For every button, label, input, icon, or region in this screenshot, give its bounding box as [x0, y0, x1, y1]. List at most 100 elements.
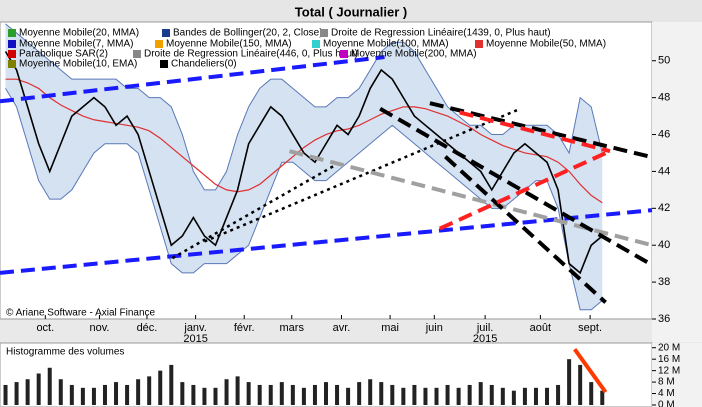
- volume-bar: [390, 384, 395, 405]
- volume-bar: [268, 384, 273, 405]
- volume-bar: [158, 370, 163, 405]
- x-tick-label: août: [530, 322, 551, 334]
- volume-bar: [102, 384, 107, 405]
- volume-bar: [434, 387, 439, 405]
- volume-bar: [324, 382, 328, 405]
- legend-label: Moyenne Mobile(20, MMA): [19, 28, 139, 39]
- legend-swatch: [162, 29, 170, 37]
- x-tick-label: sept.: [578, 322, 602, 334]
- volume-bar: [522, 387, 527, 405]
- legend-swatch: [340, 50, 348, 58]
- trend-line: [171, 161, 341, 260]
- volume-bar: [3, 384, 8, 405]
- y-tick-label: 50: [658, 55, 670, 67]
- trend-line: [438, 149, 611, 231]
- bollinger-fill: [5, 23, 603, 310]
- legend-label: Moyenne Mobile(200, MMA): [351, 49, 477, 60]
- volume-bar: [191, 384, 196, 405]
- legend-swatch: [8, 60, 16, 68]
- volume-bar: [578, 364, 583, 405]
- volume-bar: [180, 382, 185, 405]
- volume-bar: [235, 376, 240, 405]
- volume-bar: [478, 382, 483, 405]
- legend-swatch: [475, 40, 483, 48]
- volume-bar: [533, 387, 538, 405]
- volume-bar: [346, 387, 351, 405]
- y-tick-label: 16 M: [658, 354, 680, 365]
- volume-bar: [556, 384, 561, 405]
- year-label: 2015: [473, 333, 497, 345]
- volume-bar: [202, 387, 207, 405]
- plot-layer: 36 38 40 42 44 46 48 50 oct. nov. déc. janv. févr. ma…: [0, 23, 680, 407]
- volume-bar: [136, 379, 141, 405]
- x-tick-label: févr.: [234, 322, 255, 334]
- legend-label: Moyenne Mobile(7, MMA): [19, 39, 133, 50]
- volume-bar: [423, 387, 428, 405]
- legend-swatch: [8, 29, 16, 37]
- x-tick-label: mars: [280, 322, 305, 334]
- trend-line: [379, 106, 651, 266]
- legend-label: Moyenne Mobile(10, EMA): [19, 59, 137, 70]
- legend-swatch: [8, 50, 16, 58]
- volume-bar: [312, 384, 317, 405]
- x-tick-label: mai: [381, 322, 399, 334]
- volume-bar: [169, 364, 174, 405]
- volume-bar: [301, 387, 306, 405]
- y-tick-label: 42: [658, 202, 670, 214]
- x-tick-label: nov.: [89, 322, 109, 334]
- legend-label: Droite de Regression Linéaire(1439, 0, P…: [331, 28, 551, 39]
- legend-label: Moyenne Mobile(100, MMA): [323, 39, 449, 50]
- legend-label: Moyenne Mobile(50, MMA): [486, 39, 606, 50]
- volume-bar: [147, 376, 152, 405]
- trend-line: [573, 347, 608, 394]
- legend-label: Chandeliers(0): [171, 59, 237, 70]
- y-tick-label: 40: [658, 239, 670, 251]
- trend-line: [429, 101, 651, 159]
- legend-label: Moyenne Mobile(150, MMA): [166, 39, 292, 50]
- x-tick-label: janv.: [183, 322, 206, 334]
- volume-bar: [224, 379, 229, 405]
- legend-label: Bandes de Bollinger(20, 2, Close): [173, 28, 323, 39]
- volume-bar: [58, 379, 63, 405]
- legend-swatch: [155, 40, 163, 48]
- volume-bar: [357, 382, 362, 405]
- trend-line: [459, 110, 611, 154]
- year-label: 2015: [183, 333, 207, 345]
- legend-swatch: [312, 40, 320, 48]
- volume-bar: [600, 390, 605, 405]
- legend-swatch: [133, 50, 141, 58]
- trend-line: [203, 107, 521, 243]
- volume-bar: [25, 379, 30, 405]
- volume-bar: [257, 384, 262, 405]
- volume-bar: [467, 384, 472, 405]
- title-bar: [0, 0, 702, 22]
- volume-bar: [125, 384, 130, 405]
- legend-swatch: [320, 29, 328, 37]
- volume-bar: [500, 387, 505, 405]
- volume-bar: [80, 387, 85, 405]
- volume-title: Histogramme des volumes: [6, 347, 124, 358]
- legend-label: Droite de Regression Linéaire(446, 0, Pl…: [144, 49, 358, 60]
- trend-line: [0, 208, 653, 275]
- y-tick-label: 48: [658, 92, 670, 104]
- x-tick-label: avr.: [333, 322, 351, 334]
- volume-bar: [14, 382, 19, 405]
- volume-bar: [368, 379, 373, 405]
- volume-bar: [489, 384, 494, 405]
- volume-bar: [114, 382, 119, 405]
- volume-bar: [290, 384, 295, 405]
- volume-bar: [567, 359, 572, 405]
- volume-bar: [456, 387, 461, 405]
- volume-bar: [379, 382, 384, 405]
- chart-title: Total ( Journalier ): [295, 4, 407, 19]
- x-tick-label: juin: [425, 322, 443, 334]
- volume-bar: [213, 387, 218, 405]
- y-tick-label: 12 M: [658, 365, 680, 376]
- series-line: [5, 78, 603, 204]
- volume-bar: [412, 384, 417, 405]
- volume-bar: [246, 382, 251, 405]
- y-tick-label: 36: [658, 313, 670, 325]
- series-line: [4, 51, 603, 275]
